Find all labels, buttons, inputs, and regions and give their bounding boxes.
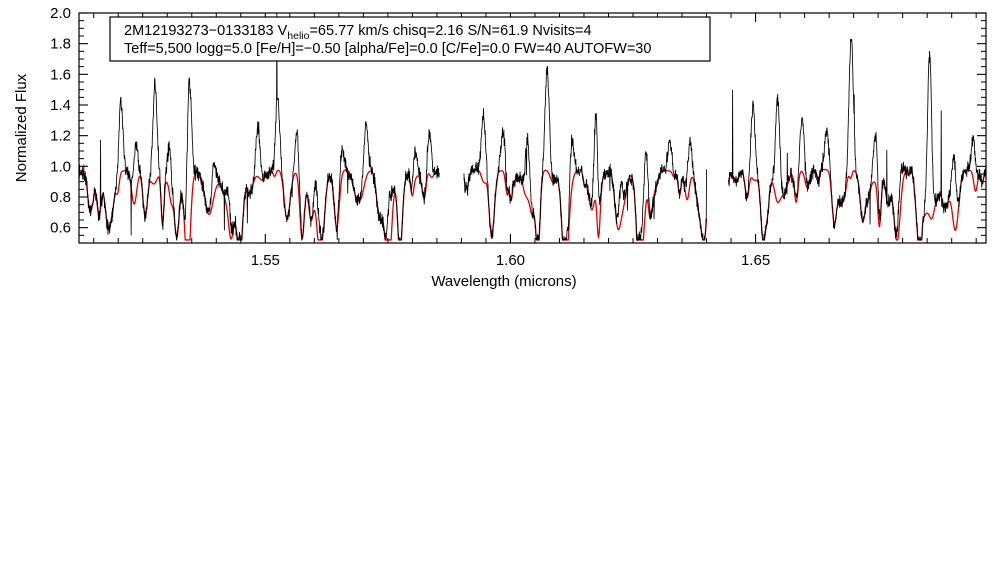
info-box (109, 16, 711, 62)
spectrum-ytick-label: 1.8 (50, 36, 71, 53)
synthetic-spectrum-trace (79, 169, 440, 241)
spectrum-ytick-label: 1.4 (50, 97, 71, 114)
spectrum-panel: 2.0 1.8 1.6 1.4 1.2 1.0 0.8 0.6 1.55 1.60 1.65 Wave… (13, 5, 987, 290)
spectrum-ytick-label: 2.0 (50, 5, 71, 22)
synthetic-ccf-plot: 1.00.80.60.40.20.0−0.2−200−1000100200Syn… (356, 288, 686, 576)
observed-spectrum-trace (728, 38, 986, 241)
apstar-relative-ccf-panel: 1.00.80.60.40.20.0−0.2−60−40−200204060ap… (0, 288, 356, 576)
spectrum-ytick-label: 1.2 (50, 128, 71, 145)
info-box-line-2: Teff=5,500 logg=5.0 [Fe/H]=−0.50 [alpha/… (124, 41, 651, 57)
difference-synthetic-ccf-plot: 0.10.0−0.1−0.2−200−1000100200Difference … (686, 288, 1008, 576)
info-box-line-1: 2M12193273−0133183 Vhelio=65.77 km/s chi… (124, 23, 592, 42)
spectrum-yaxis-label: Normalized Flux (13, 73, 30, 182)
spectrum-xaxis-label: Wavelength (microns) (431, 273, 576, 290)
observed-spectrum-trace (463, 65, 707, 242)
difference-synthetic-ccf-panel: 0.10.0−0.1−0.2−200−1000100200Difference … (686, 288, 1008, 576)
observed-spectrum-trace (79, 13, 440, 241)
spectrum-ytick-label: 0.8 (50, 189, 71, 206)
spectrum-plot: 2.0 1.8 1.6 1.4 1.2 1.0 0.8 0.6 1.55 1.60 1.65 Wave… (13, 5, 987, 290)
spectrum-ytick-label: 1.0 (50, 158, 71, 175)
synthetic-spectrum-trace (463, 169, 708, 241)
spectrum-xtick-label: 1.55 (251, 252, 280, 269)
apstar-relative-ccf-plot: 1.00.80.60.40.20.0−0.2−60−40−200204060ap… (0, 288, 356, 576)
spectrum-xtick-label: 1.65 (741, 252, 770, 269)
spectrum-ytick-label: 0.6 (50, 220, 71, 237)
synthetic-ccf-panel: 1.00.80.60.40.20.0−0.2−200−1000100200Syn… (356, 288, 686, 576)
spectrum-ytick-label: 1.6 (50, 66, 71, 83)
spectrum-xtick-label: 1.60 (496, 252, 525, 269)
